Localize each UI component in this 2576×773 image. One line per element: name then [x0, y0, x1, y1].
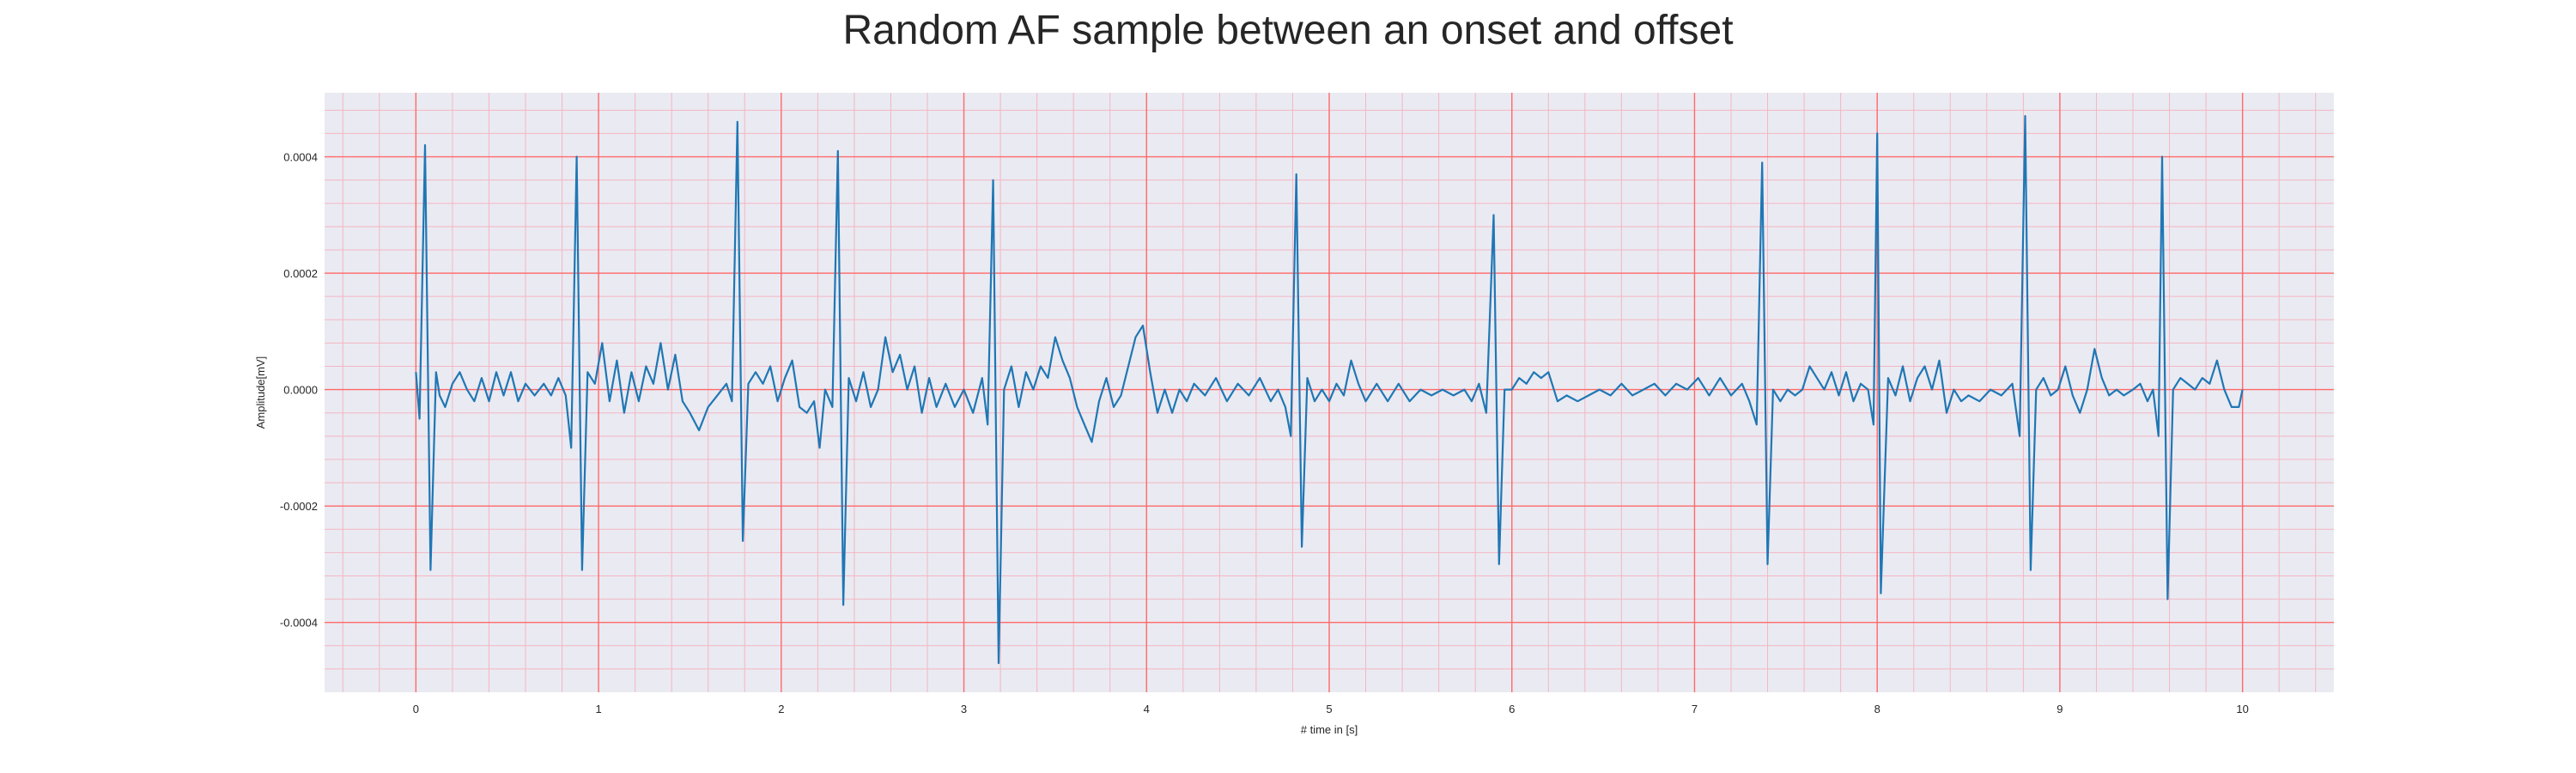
x-tick-label: 7	[1692, 703, 1698, 715]
series-layer	[415, 115, 2244, 665]
x-tick-label: 3	[961, 703, 967, 715]
x-tick-labels: 0 1 2 3 4 5 6 7 8 9 10	[413, 703, 2249, 715]
x-tick-label: 9	[2057, 703, 2063, 715]
y-tick-label: 0.0000	[283, 384, 318, 397]
x-tick-label: 0	[413, 703, 419, 715]
major-grid	[325, 93, 2334, 692]
series-line-0	[415, 115, 2244, 665]
x-axis-label: # time in [s]	[1301, 723, 1358, 736]
y-tick-label: -0.0004	[280, 617, 318, 630]
x-tick-label: 4	[1144, 703, 1150, 715]
x-tick-label: 5	[1326, 703, 1332, 715]
chart-title: Random AF sample between an onset and of…	[842, 8, 1734, 53]
y-tick-label: -0.0002	[280, 500, 318, 513]
y-tick-label: 0.0002	[283, 267, 318, 280]
y-tick-label: 0.0004	[283, 151, 318, 164]
x-tick-label: 1	[595, 703, 601, 715]
y-tick-labels: 0.0004 0.0002 0.0000 -0.0002 -0.0004	[280, 151, 318, 630]
y-axis-label: Amplitude[mV]	[254, 356, 267, 429]
x-tick-label: 8	[1874, 703, 1880, 715]
x-tick-label: 2	[778, 703, 784, 715]
x-tick-label: 10	[2236, 703, 2248, 715]
x-tick-label: 6	[1509, 703, 1515, 715]
